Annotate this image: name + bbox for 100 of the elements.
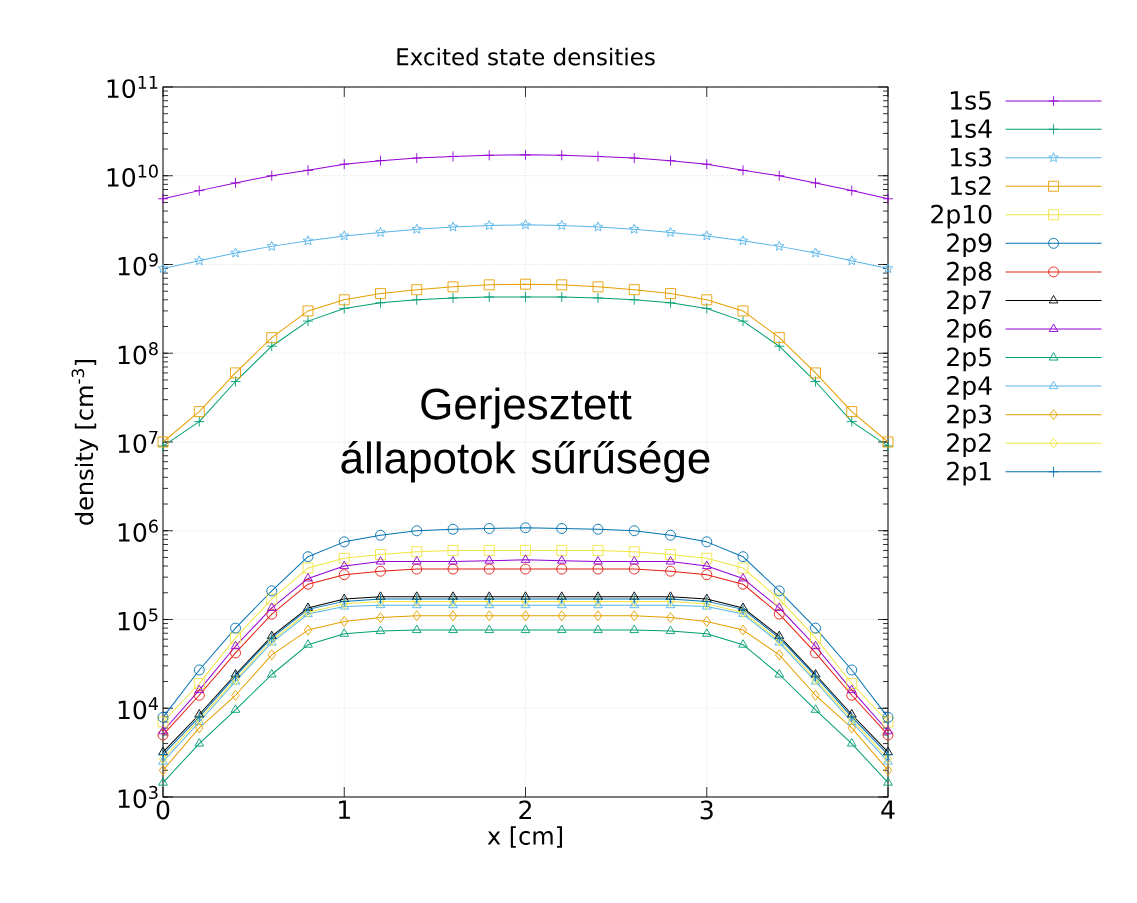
- point: [266, 608, 278, 620]
- point: [846, 678, 858, 689]
- point: [411, 152, 423, 164]
- point: [592, 523, 604, 535]
- point: [737, 551, 749, 563]
- point: [302, 551, 314, 563]
- point: [882, 749, 894, 761]
- point: [882, 193, 894, 205]
- point: [484, 599, 495, 609]
- y-tick-label: 10$^{10}$: [107, 164, 158, 187]
- point: [666, 612, 675, 624]
- point: [375, 599, 386, 609]
- point: [447, 563, 459, 575]
- x-tick-label: 2: [519, 800, 531, 820]
- point: [593, 599, 603, 609]
- point: [375, 226, 386, 237]
- legend-label: 2p1: [947, 461, 991, 486]
- point: [629, 624, 640, 634]
- point: [411, 546, 423, 558]
- point: [593, 610, 603, 622]
- point: [737, 164, 749, 176]
- point: [266, 170, 278, 182]
- point: [266, 593, 278, 605]
- point: [483, 523, 495, 534]
- point: [447, 150, 459, 162]
- point: [411, 624, 422, 634]
- x-axis-title: x [cm]: [487, 826, 562, 848]
- x-tick-label: 0: [156, 800, 170, 820]
- point: [701, 593, 712, 602]
- chart-title: Excited state densities: [397, 47, 655, 66]
- point: [375, 529, 386, 541]
- point: [773, 593, 785, 605]
- point: [411, 599, 422, 609]
- point: [628, 284, 640, 296]
- point: [846, 689, 858, 701]
- point: [665, 226, 676, 237]
- point: [556, 523, 568, 534]
- point: [375, 297, 386, 309]
- point: [810, 704, 821, 713]
- point: [193, 678, 205, 689]
- point: [737, 578, 749, 590]
- point: [448, 599, 458, 609]
- point: [230, 376, 241, 387]
- point: [846, 738, 857, 747]
- point: [593, 556, 603, 565]
- legend-label: 2p4: [947, 376, 992, 400]
- y-tick-label: 10$^{11}$: [107, 75, 158, 99]
- point: [628, 525, 640, 537]
- point: [193, 185, 205, 197]
- legend-label: 1s3: [950, 147, 992, 167]
- point: [447, 292, 459, 304]
- legend-label: 1s5: [950, 91, 991, 110]
- point: [773, 585, 785, 597]
- point: [811, 689, 820, 701]
- point: [665, 155, 676, 167]
- point: [195, 722, 204, 734]
- point: [737, 562, 749, 574]
- point: [737, 603, 749, 615]
- point: [447, 221, 459, 232]
- point: [665, 625, 676, 635]
- legend-label: 1s4: [950, 119, 992, 139]
- legend-label: 2p6: [947, 318, 992, 343]
- legend-label: 2p3: [947, 404, 992, 429]
- point: [484, 624, 495, 634]
- point: [520, 278, 531, 290]
- point: [701, 569, 713, 581]
- point: [593, 624, 603, 634]
- x-tick-label: 4: [881, 800, 895, 819]
- point: [157, 436, 169, 448]
- point: [447, 544, 459, 556]
- point: [556, 591, 567, 600]
- point: [701, 230, 712, 241]
- point: [882, 440, 894, 452]
- y-tick-label: 10$^{9}$: [118, 253, 158, 276]
- point: [194, 738, 205, 747]
- point: [230, 632, 241, 644]
- point: [157, 263, 169, 274]
- point: [230, 247, 241, 258]
- point: [701, 536, 713, 548]
- point: [810, 367, 821, 379]
- point: [339, 230, 350, 241]
- point: [846, 709, 857, 718]
- point: [193, 406, 205, 418]
- point: [266, 340, 278, 352]
- point: [157, 440, 169, 452]
- point: [266, 585, 278, 597]
- point: [520, 563, 531, 575]
- point: [230, 640, 241, 650]
- point: [375, 556, 386, 565]
- point: [484, 220, 495, 230]
- point: [774, 630, 785, 640]
- point: [302, 315, 314, 327]
- point: [231, 689, 240, 701]
- point: [629, 591, 640, 600]
- point: [230, 669, 241, 678]
- point: [520, 219, 531, 230]
- point: [774, 240, 785, 251]
- point: [628, 294, 640, 306]
- point: [810, 670, 821, 682]
- point: [158, 725, 168, 735]
